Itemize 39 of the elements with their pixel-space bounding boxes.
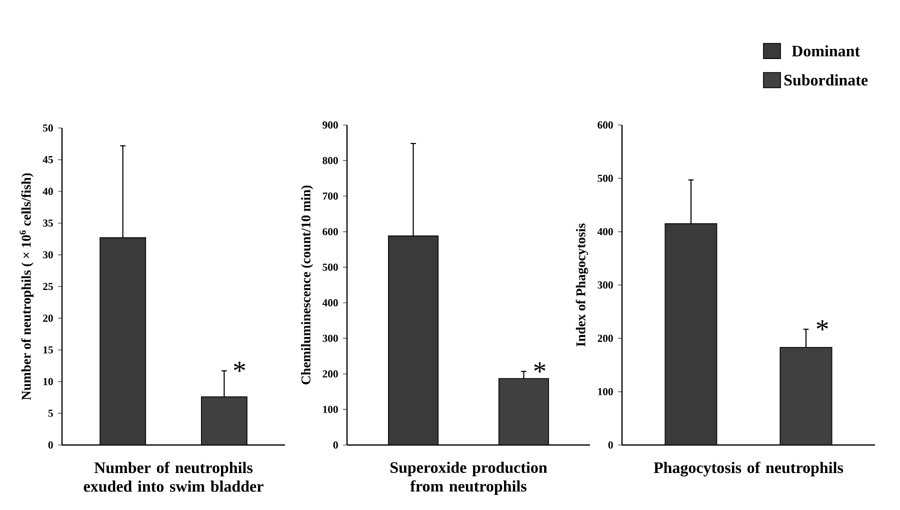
y-tick-label: 0 xyxy=(333,441,338,449)
y-tick-label: 0 xyxy=(48,441,53,449)
y-tick-label: 400 xyxy=(597,228,613,236)
y-tick-label: 40 xyxy=(42,188,53,195)
y-tick-label: 45 xyxy=(42,156,53,164)
y-tick-label: 20 xyxy=(43,314,53,322)
y-tick-label: 300 xyxy=(322,334,338,342)
y-tick-label: 200 xyxy=(322,370,338,378)
y-tick-label: 600 xyxy=(322,228,338,236)
y-tick-label: 200 xyxy=(598,334,613,342)
y-tick-label: 0 xyxy=(608,441,613,449)
x-axis-title: Phagocytosis of neutrophils xyxy=(654,462,844,476)
y-tick-label: 500 xyxy=(598,174,613,182)
legend-label: Dominant xyxy=(792,45,860,56)
y-tick-label: 25 xyxy=(43,282,53,290)
y-tick-label: 100 xyxy=(323,406,338,414)
y-tick-label: 900 xyxy=(322,121,338,129)
y-tick-label: 30 xyxy=(43,251,53,258)
y-tick-label: 800 xyxy=(322,156,338,164)
y-tick-label: 10 xyxy=(43,378,53,386)
x-axis-title: Number of neutrophils exuded into swim bladder xyxy=(84,462,264,492)
y-tick-label: 300 xyxy=(598,281,613,289)
legend-label: Subordinate xyxy=(784,74,868,86)
y-tick-label: 400 xyxy=(322,299,338,306)
y-tick-label: 35 xyxy=(43,220,53,227)
y-tick-label: 500 xyxy=(322,264,338,271)
y-tick-label: 100 xyxy=(598,388,613,396)
y-axis-title: Index of Phagocytosis xyxy=(576,223,588,346)
x-axis-title: Superoxide production from neutrophils xyxy=(390,462,548,495)
annotation: * xyxy=(816,320,828,330)
annotation: * xyxy=(534,362,546,372)
y-tick-label: 15 xyxy=(43,346,53,354)
annotation: * xyxy=(234,362,246,372)
y-tick-label: 50 xyxy=(43,124,53,132)
y-axis-title: Number of neutrophils ( × 10$^{6}$ cells/fish) xyxy=(20,173,34,400)
y-tick-label: 600 xyxy=(598,121,613,129)
y-tick-label: 700 xyxy=(322,192,338,200)
y-axis-title: Chemiluminescence (count/10 min) xyxy=(301,186,314,384)
y-tick-label: 5 xyxy=(48,410,53,417)
